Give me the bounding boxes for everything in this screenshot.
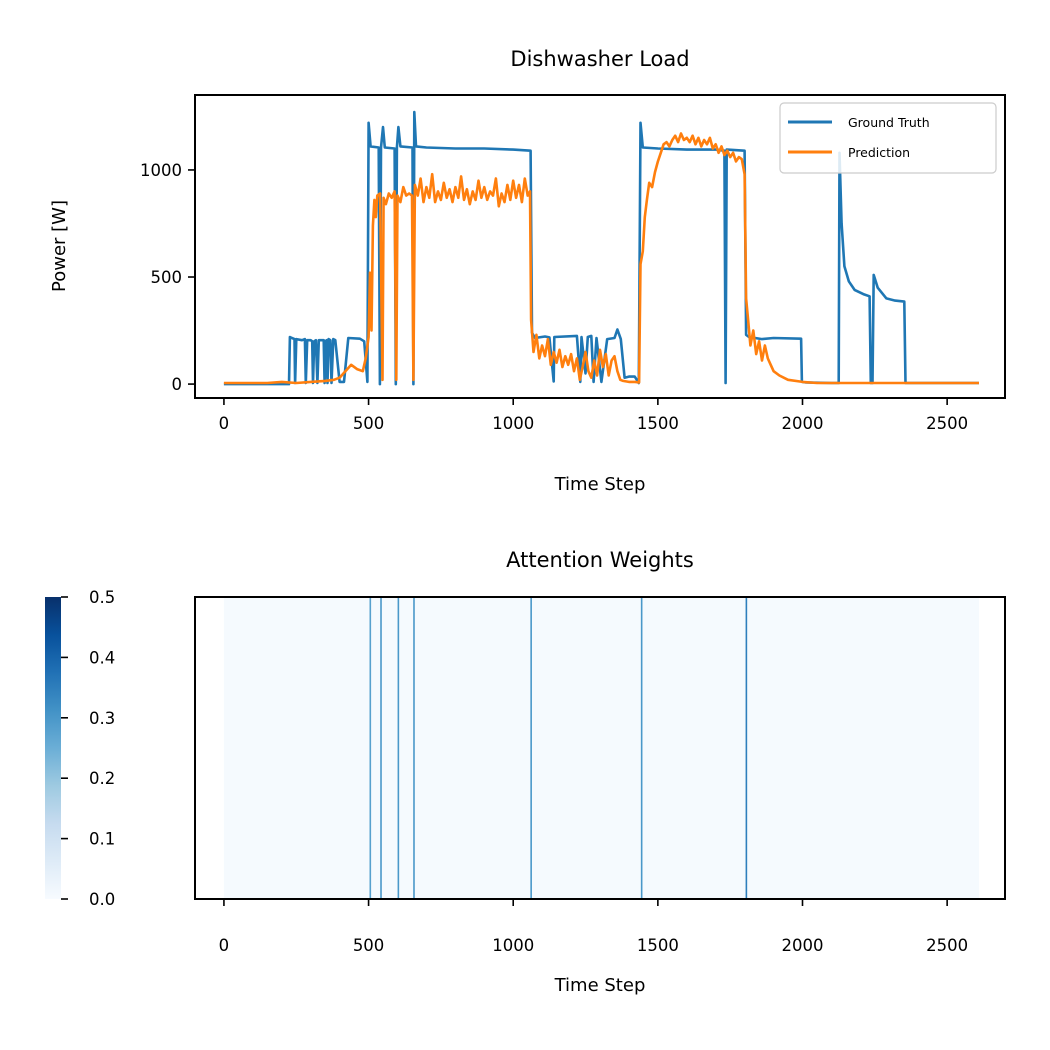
colorbar: 0.0 0.1 0.2 0.3 0.4 0.5 <box>45 588 115 909</box>
x-tick-label: 2000 <box>782 414 824 433</box>
power-line-chart: Dishwasher Load 0 500 1000 1500 2000 2500 0 50… <box>49 47 1006 495</box>
attention-peak <box>380 597 382 899</box>
colorbar-gradient <box>45 597 61 899</box>
y-tick-label: 500 <box>151 268 183 287</box>
plot-frame <box>194 94 1006 399</box>
heatmap-x-tick-label: 500 <box>353 936 385 955</box>
colorbar-ticks: 0.0 0.1 0.2 0.3 0.4 0.5 <box>61 588 115 909</box>
heatmap-x-tick-label: 2500 <box>926 936 968 955</box>
series-layer <box>223 110 979 386</box>
x-axis: 0 500 1000 1500 2000 2500 <box>219 398 968 433</box>
heatmap-x-tick-label: 0 <box>219 936 230 955</box>
x-tick-label: 1000 <box>492 414 534 433</box>
colorbar-tick-label: 0.0 <box>89 890 115 909</box>
x-tick-label: 2500 <box>926 414 968 433</box>
legend-box <box>779 102 997 174</box>
heatmap-frame <box>194 596 1006 900</box>
heatmap-x-axis-label: Time Step <box>554 975 646 996</box>
attention-peaks <box>369 597 748 899</box>
colorbar-tick-label: 0.4 <box>89 648 115 667</box>
y-tick-label: 1000 <box>140 161 182 180</box>
attention-peak <box>530 597 532 899</box>
heatmap-x-tick-label: 1000 <box>492 936 534 955</box>
y-axis: 0 500 1000 <box>140 161 195 394</box>
colorbar-tick-label: 0.1 <box>89 830 115 849</box>
heatmap-x-tick-label: 1500 <box>637 936 679 955</box>
x-tick-label: 1500 <box>637 414 679 433</box>
x-axis-label: Time Step <box>554 474 646 495</box>
heatmap-title: Attention Weights <box>506 548 694 572</box>
legend-label-prediction: Prediction <box>848 145 910 160</box>
colorbar-tick-label: 0.2 <box>89 769 115 788</box>
heatmap-base-band <box>223 597 979 899</box>
heatmap-x-axis: 0 500 1000 1500 2000 2500 <box>219 899 968 955</box>
attention-peak <box>745 597 748 899</box>
attention-peak <box>397 597 400 899</box>
colorbar-tick-label: 0.5 <box>89 588 115 607</box>
attention-peak <box>413 597 415 899</box>
heatmap-x-tick-label: 2000 <box>782 936 824 955</box>
y-tick-label: 0 <box>172 375 183 394</box>
chart-title: Dishwasher Load <box>510 47 689 71</box>
attention-heatmap: Attention Weights 0 500 1000 1500 2000 2500 T… <box>45 548 1006 996</box>
series-line-prediction <box>223 132 979 385</box>
legend-label-ground-truth: Ground Truth <box>848 115 930 130</box>
colorbar-tick-label: 0.3 <box>89 709 115 728</box>
attention-peak <box>640 597 643 899</box>
attention-peak <box>369 597 372 899</box>
x-tick-label: 500 <box>353 414 385 433</box>
y-axis-label: Power [W] <box>49 200 70 292</box>
x-tick-label: 0 <box>219 414 230 433</box>
legend: Ground Truth Prediction <box>779 102 997 174</box>
